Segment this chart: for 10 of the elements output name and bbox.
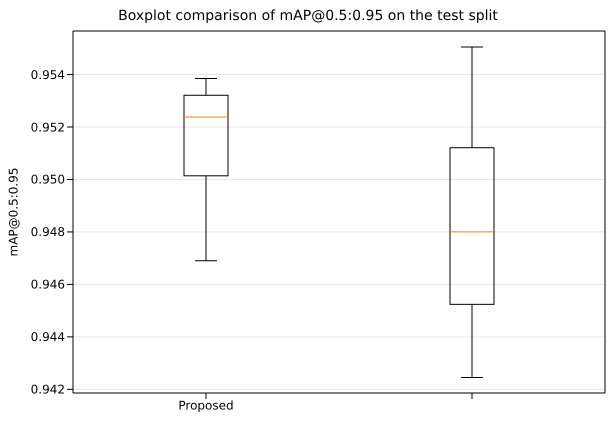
y-tick-label: 0.950 — [30, 172, 65, 187]
y-tick-label: 0.952 — [30, 120, 65, 134]
y-axis-title: mAP@0.5:0.95 — [6, 168, 20, 256]
y-tick-label: 0.946 — [30, 278, 65, 292]
x-tick-label: Proposed — [178, 398, 234, 413]
y-tick-label: 0.944 — [30, 330, 65, 344]
chart-title: Boxplot comparison of mAP@0.5:0.95 on the test split — [117, 8, 499, 26]
y-tick-label: 0.948 — [30, 225, 65, 240]
y-tick-label: 0.954 — [30, 68, 65, 82]
y-tick-label: 0.942 — [30, 382, 65, 397]
